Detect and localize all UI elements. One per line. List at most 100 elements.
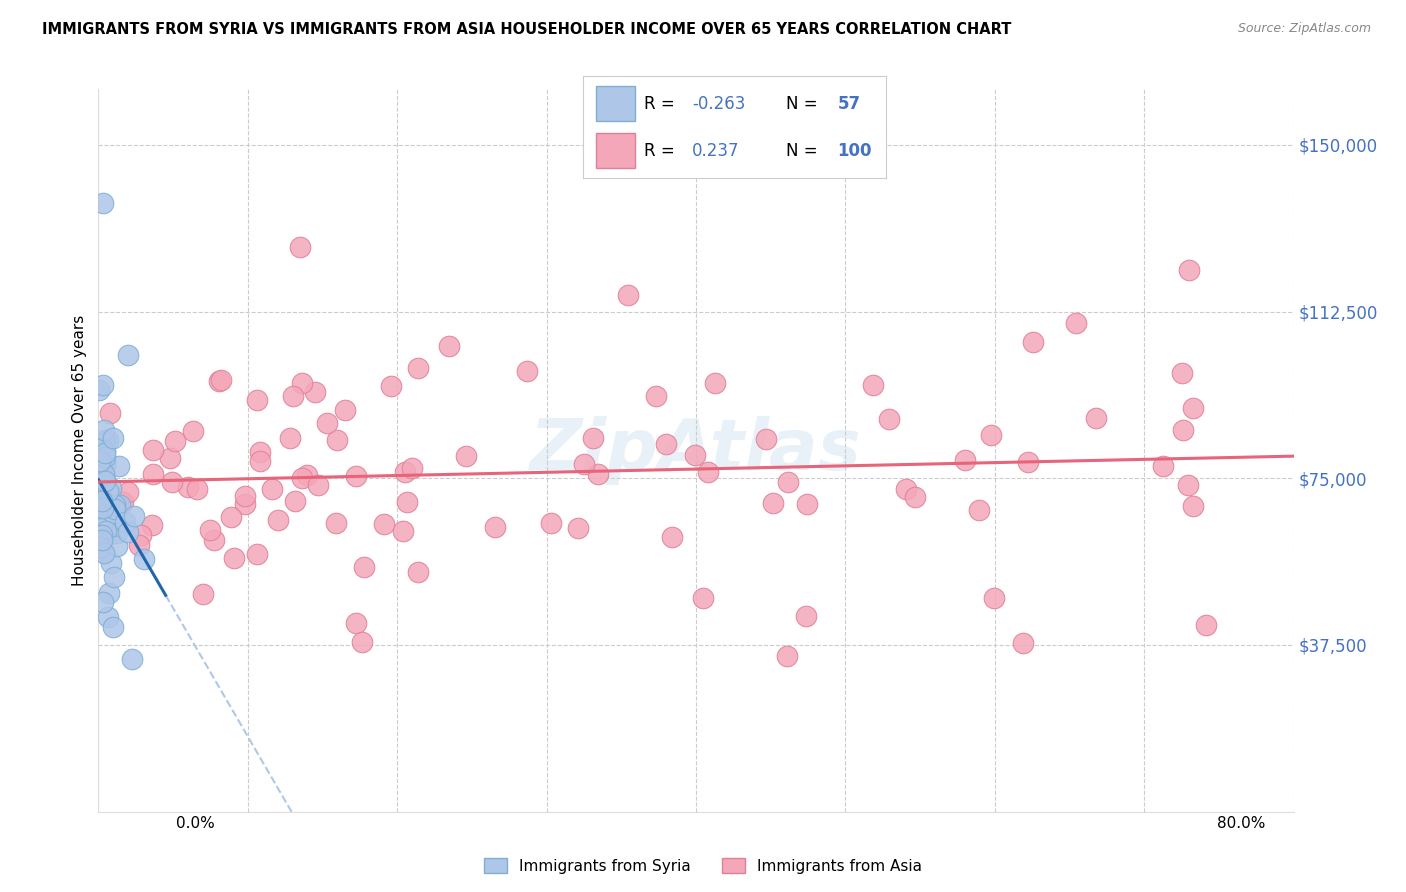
Point xyxy=(281,389,304,403)
Point xyxy=(89,442,111,456)
Point xyxy=(90,441,112,455)
Point xyxy=(979,427,1001,442)
Point xyxy=(91,377,114,392)
Text: -0.263: -0.263 xyxy=(692,95,745,112)
Point xyxy=(89,541,111,555)
Point xyxy=(326,433,349,447)
Point xyxy=(142,443,165,458)
Point xyxy=(401,460,423,475)
Point xyxy=(97,433,120,447)
Point xyxy=(862,378,884,392)
Point xyxy=(94,524,117,539)
Point xyxy=(97,609,120,624)
Point xyxy=(1182,401,1205,415)
Point xyxy=(93,546,115,560)
Text: R =: R = xyxy=(644,95,681,112)
Point xyxy=(1171,423,1194,437)
Point xyxy=(94,446,117,460)
Point xyxy=(93,455,115,469)
Point xyxy=(762,496,785,510)
Point xyxy=(1195,618,1218,632)
Point xyxy=(91,494,114,508)
Point xyxy=(103,570,125,584)
Point xyxy=(796,497,818,511)
Point xyxy=(373,516,395,531)
Point xyxy=(222,551,245,566)
Point xyxy=(953,453,976,467)
Point xyxy=(89,508,111,523)
Point xyxy=(567,521,589,535)
Point xyxy=(186,482,208,496)
Point xyxy=(877,412,900,426)
Point xyxy=(94,474,117,488)
Point xyxy=(160,475,183,489)
Point xyxy=(193,587,215,601)
Point xyxy=(353,559,375,574)
Point xyxy=(100,481,122,495)
Point xyxy=(1170,367,1192,381)
Point xyxy=(141,517,163,532)
Point xyxy=(692,591,714,606)
Point xyxy=(540,516,562,530)
Point xyxy=(1177,478,1199,492)
Point xyxy=(645,389,668,403)
Bar xyxy=(596,87,636,121)
Point xyxy=(94,434,117,448)
Point xyxy=(295,467,318,482)
Point xyxy=(103,431,125,445)
Point xyxy=(91,500,114,515)
Text: N =: N = xyxy=(786,95,823,112)
Point xyxy=(91,195,114,210)
Point xyxy=(703,376,725,390)
Point xyxy=(89,487,111,501)
Point xyxy=(89,384,111,398)
Point xyxy=(246,393,269,408)
Text: 80.0%: 80.0% xyxy=(1218,816,1265,831)
Point xyxy=(778,475,800,489)
Point xyxy=(394,465,416,479)
Point xyxy=(249,444,271,458)
Point xyxy=(1022,334,1045,349)
Point xyxy=(100,556,122,570)
Point xyxy=(260,482,283,496)
Point xyxy=(617,287,640,301)
Point xyxy=(198,523,221,537)
Point xyxy=(104,501,127,516)
Point xyxy=(105,539,128,553)
Point xyxy=(103,620,125,634)
Point xyxy=(89,536,111,550)
Point xyxy=(104,498,127,512)
Point xyxy=(1181,499,1204,513)
Point xyxy=(97,483,120,498)
Text: 100: 100 xyxy=(838,142,872,160)
Point xyxy=(89,501,111,516)
Point xyxy=(406,361,429,376)
Point xyxy=(132,551,155,566)
Point xyxy=(284,493,307,508)
Point xyxy=(181,425,204,439)
Point xyxy=(177,480,200,494)
Point xyxy=(90,533,112,548)
Point xyxy=(454,450,477,464)
Y-axis label: Householder Income Over 65 years: Householder Income Over 65 years xyxy=(72,315,87,586)
Point xyxy=(159,450,181,465)
Point xyxy=(291,471,314,485)
Point xyxy=(90,491,112,505)
Text: R =: R = xyxy=(644,142,685,160)
Point xyxy=(967,502,990,516)
Text: 57: 57 xyxy=(838,95,860,112)
Point xyxy=(94,474,117,488)
Point xyxy=(683,448,706,462)
Point xyxy=(484,520,506,534)
Point xyxy=(165,434,187,448)
Point xyxy=(288,240,311,254)
Text: 0.237: 0.237 xyxy=(692,142,740,160)
Point xyxy=(94,458,117,472)
Point xyxy=(437,338,460,352)
Point xyxy=(219,510,242,524)
Point xyxy=(291,376,314,390)
Point xyxy=(392,524,415,538)
Point xyxy=(983,591,1005,606)
Point xyxy=(128,538,150,552)
Point xyxy=(93,423,115,437)
